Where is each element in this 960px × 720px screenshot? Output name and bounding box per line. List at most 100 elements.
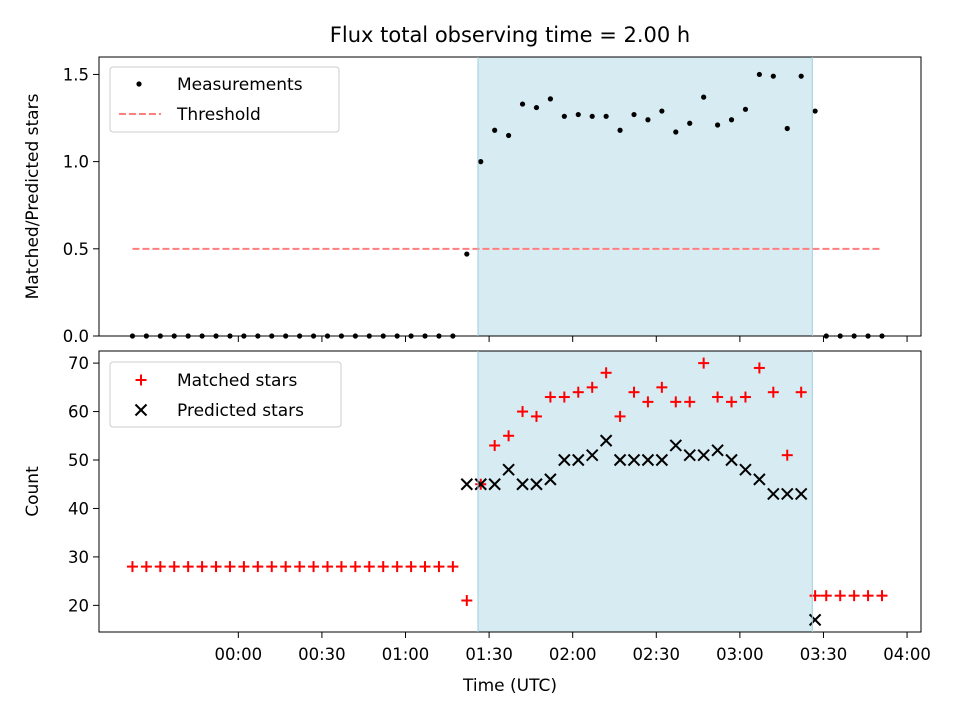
top-y-axis-label: Matched/Predicted stars	[23, 93, 43, 299]
y-tick-label: 20	[68, 596, 89, 615]
top-y-ticks: 0.0 0.5 1.0 1.5	[63, 65, 99, 346]
x-tick-label: 01:30	[465, 645, 513, 664]
predicted-star-point	[530, 478, 543, 491]
predicted-star-point	[641, 453, 655, 467]
measurement-point	[561, 113, 567, 119]
measurement-point	[617, 127, 623, 133]
bottom-y-axis-label: Count	[23, 466, 43, 517]
x-axis-label: Time (UTC)	[462, 676, 557, 696]
predicted-star-point	[558, 453, 571, 467]
bottom-panel: 20 30 40 50 60 70 00:00 00:30 01:00 01:30 02:00 02…	[23, 350, 931, 696]
x-tick-label: 02:30	[633, 645, 681, 664]
top-panel: 0.0 0.5 1.0 1.5 Matched/Predicted stars Mea…	[23, 56, 922, 346]
top-legend: Measurements Threshold	[109, 66, 340, 133]
matched-star-point	[862, 590, 874, 602]
matched-star-point	[391, 561, 403, 573]
predicted-star-point-b	[544, 473, 557, 486]
legend-cross	[134, 403, 148, 417]
matched-star-point	[238, 561, 250, 573]
matched-star-point	[447, 561, 459, 573]
matched-star-point	[266, 561, 278, 573]
predicted-star-point-b	[460, 478, 474, 491]
chart-title: Flux total observing time = 2.00 h	[330, 23, 690, 47]
matched-star-point	[363, 561, 375, 573]
predicted-star-point	[502, 463, 515, 476]
predicted-star-point	[627, 453, 641, 467]
measurement-point	[464, 251, 470, 257]
predicted-star-point-b	[585, 448, 599, 462]
predicted-star-point-b	[655, 453, 669, 467]
predicted-star-point-b	[767, 487, 780, 501]
measurement-point	[478, 159, 484, 165]
matched-star-point	[335, 561, 347, 573]
predicted-star-point-b	[753, 473, 766, 486]
predicted-star-point	[655, 453, 669, 467]
matched-star-point	[572, 386, 584, 398]
matched-star-point	[820, 590, 832, 602]
y-tick-label: 60	[68, 403, 89, 422]
predicted-star-point	[488, 478, 501, 491]
matched-star-point	[419, 561, 431, 573]
measurement-point	[645, 117, 651, 123]
matched-star-point	[781, 449, 793, 461]
matched-star-point	[308, 561, 320, 573]
y-tick-label: 50	[68, 451, 89, 470]
matched-star-point	[656, 381, 668, 393]
matched-star-point	[739, 391, 751, 403]
matched-star-point	[544, 391, 556, 403]
matched-star-point	[670, 396, 682, 408]
measurement-point	[701, 94, 707, 100]
matched-star-point	[753, 362, 765, 374]
measurement-point	[673, 129, 679, 135]
matched-star-point	[196, 561, 208, 573]
measurement-point	[492, 127, 498, 133]
predicted-star-point-b	[572, 453, 585, 467]
matched-star-point	[517, 406, 529, 418]
measurement-point	[714, 122, 721, 128]
predicted-star-point	[516, 478, 529, 491]
predicted-star-point-b	[808, 613, 822, 627]
predicted-star-point	[808, 613, 822, 627]
predicted-star-point	[781, 487, 794, 501]
top-shaded-interval	[477, 57, 813, 336]
measurement-point	[728, 117, 735, 123]
matched-star-point	[349, 561, 361, 573]
matched-star-point	[294, 561, 306, 573]
predicted-star-point	[669, 439, 683, 452]
matched-star-point	[726, 396, 738, 408]
measurement-point	[589, 113, 595, 119]
predicted-star-point	[794, 487, 808, 501]
matched-star-point	[586, 381, 598, 393]
matched-star-point	[503, 430, 515, 442]
legend-predicted-stars-marker	[134, 403, 148, 417]
measurement-point	[784, 125, 790, 132]
predicted-star-point	[753, 473, 766, 486]
matched-star-point	[224, 561, 236, 573]
legend-threshold-label: Threshold	[176, 105, 261, 125]
matched-star-point	[876, 590, 888, 602]
bottom-legend-box	[109, 361, 342, 428]
legend-matched-stars-label: Matched stars	[177, 371, 297, 391]
top-axes-frame	[98, 56, 922, 337]
x-tick-label: 01:00	[382, 645, 430, 664]
measurement-point	[742, 106, 749, 112]
predicted-star-point-b	[530, 478, 543, 491]
predicted-star-point-b	[669, 439, 683, 452]
measurement-point	[687, 120, 693, 126]
matched-star-point	[614, 410, 626, 422]
predicted-star-point	[544, 473, 557, 486]
top-legend-box	[109, 66, 340, 133]
y-tick-label: 1.5	[63, 65, 89, 84]
matched-star-point	[698, 357, 710, 369]
matched-star-point	[767, 386, 779, 398]
matched-star-point	[405, 561, 417, 573]
y-tick-label: 0.0	[63, 327, 89, 346]
measurement-point	[631, 111, 637, 118]
measurement-point	[603, 113, 609, 119]
matched-star-point	[140, 561, 152, 573]
matched-star-point	[154, 561, 166, 573]
predicted-star-point-b	[781, 487, 794, 501]
predicted-star-point	[739, 463, 752, 476]
measurement-point	[575, 111, 581, 118]
x-tick-label: 04:00	[883, 645, 931, 664]
